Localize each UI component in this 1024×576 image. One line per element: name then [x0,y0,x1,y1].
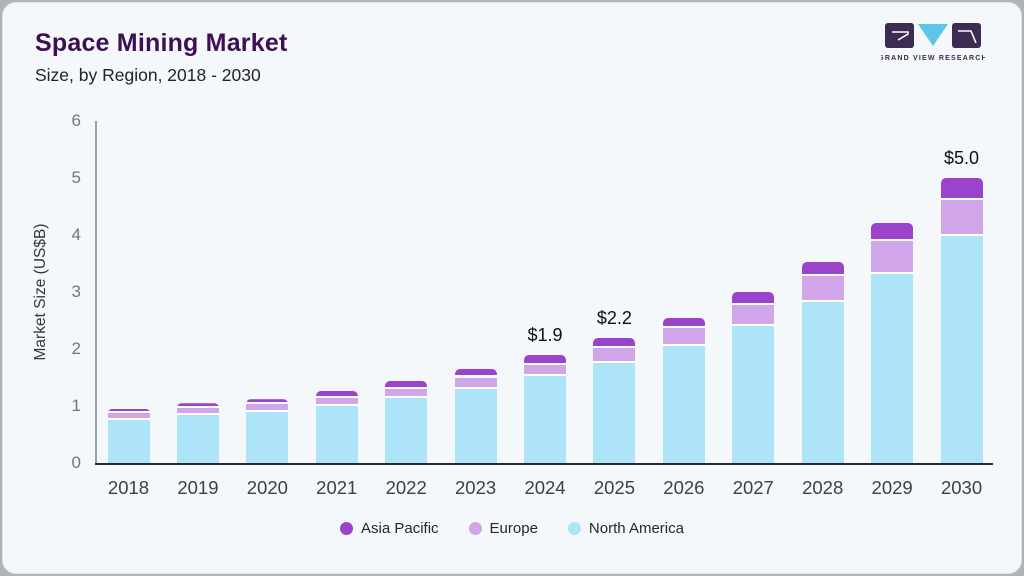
bar-segment-asia-pacific [871,223,914,242]
bar-total-label: $2.2 [596,307,632,328]
bar-segment-asia-pacific [593,337,636,348]
y-axis-tick-label: 6 [71,111,81,130]
x-axis-tick-label: 2023 [455,477,497,498]
bar-segment-north-america [315,406,358,463]
bar-segment-asia-pacific [176,403,219,409]
bar-segment-europe [524,364,567,377]
bar-segment-asia-pacific [454,368,497,378]
x-axis-tick-label: 2027 [732,477,774,498]
x-axis-tick-label: 2028 [802,477,844,498]
bar-segment-north-america [871,273,914,463]
bar-segment-europe [593,347,636,364]
bar-segment-europe [871,241,914,274]
x-axis-tick-label: 2018 [107,477,150,498]
bar-segment-europe [732,305,775,327]
bar-segment-europe [801,276,844,303]
legend-dot-asia-pacific [340,522,354,535]
bar-total-label: $1.9 [527,324,563,345]
bar-segment-europe [107,413,150,420]
x-axis-tick-label: 2021 [316,477,358,498]
bar-segment-north-america [732,326,775,463]
y-axis-tick-label: 3 [71,282,81,301]
x-axis-line [95,463,993,465]
bar-total-label: $5.0 [944,148,980,168]
bar-segment-north-america [940,236,983,463]
logo-v-triangle [918,24,948,46]
x-axis-tick-label: 2029 [871,477,913,498]
legend-dot-europe [468,522,482,535]
grand-view-research-logo: GRAND VIEW RESEARCH [881,23,985,62]
bar-segment-europe [385,389,428,399]
legend-item-north-america: North America [567,520,684,537]
bar-segment-asia-pacific [801,261,844,277]
legend-item-asia-pacific: Asia Pacific [340,520,439,537]
x-axis-tick-label: 2030 [940,477,983,498]
bar-segment-north-america [385,398,428,463]
bar-segment-asia-pacific [246,399,289,405]
bar-segment-asia-pacific [732,292,775,306]
bar-segment-asia-pacific [662,317,705,328]
y-axis-tick-label: 4 [71,225,81,244]
x-axis-tick-label: 2025 [593,477,636,498]
bar-segment-north-america [246,412,289,463]
legend-dot-north-america [567,522,581,535]
bar-segment-asia-pacific [385,381,428,390]
y-axis-tick-label: 5 [71,168,81,187]
logo-g-glyph [892,31,909,41]
bar-segment-europe [940,199,983,237]
page-title: Space Mining Market [35,29,288,57]
chart-subtitle: Size, by Region, 2018 - 2030 [35,65,261,85]
gvr-logo-mark [885,23,981,48]
bar-segment-asia-pacific [107,408,150,414]
bar-segment-north-america [524,376,567,463]
bar-segment-europe [246,404,289,413]
logo-wordmark: GRAND VIEW RESEARCH [881,55,985,62]
legend-item-europe: Europe [468,520,538,537]
legend-label: North America [588,520,684,537]
bar-segment-asia-pacific [940,178,983,200]
bar-segment-europe [454,377,497,389]
bar-segment-europe [176,408,219,416]
x-axis-tick-label: 2022 [385,477,427,498]
bar-segment-north-america [454,388,497,463]
y-axis-tick-label: 2 [71,339,81,358]
bar-segment-north-america [593,363,636,463]
x-axis-tick-label: 2026 [663,477,705,498]
chart-legend: Asia Pacific Europe North America [3,520,1021,537]
y-axis-tick-label: 0 [71,453,81,472]
legend-label: Europe [489,520,538,537]
bar-segment-north-america [662,346,705,463]
x-axis-tick-label: 2020 [246,477,288,498]
bar-segment-europe [662,327,705,347]
bar-segment-europe [315,398,358,406]
legend-label: Asia Pacific [361,520,439,537]
bar-segment-asia-pacific [524,354,567,365]
y-axis-line [95,121,97,464]
bar-segment-asia-pacific [315,391,358,398]
x-axis-tick-label: 2019 [177,477,219,498]
logo-r-glyph [958,30,977,44]
x-axis-tick-label: 2024 [524,477,566,498]
bar-segment-north-america [176,415,219,463]
bar-segment-north-america [107,419,150,463]
bar-segment-north-america [801,302,844,463]
y-axis-tick-label: 1 [71,396,81,415]
